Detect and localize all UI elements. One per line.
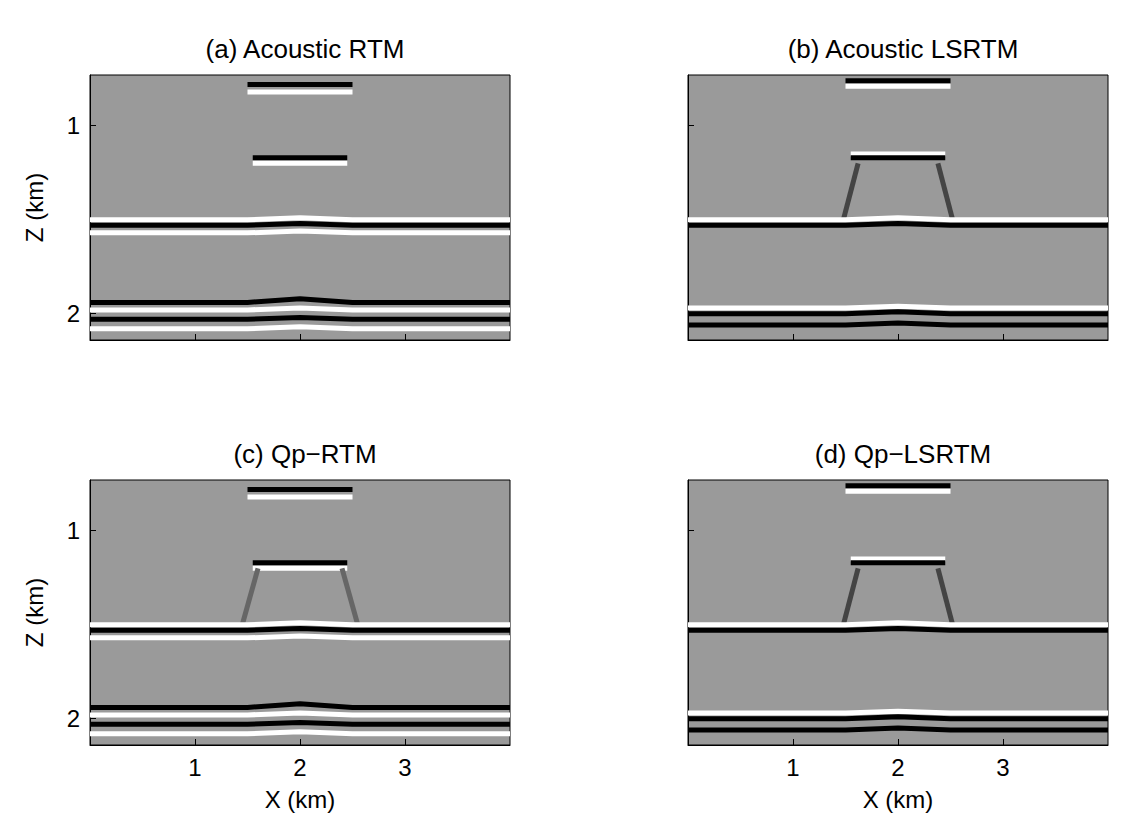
svg-text:1: 1 xyxy=(67,112,80,139)
svg-text:3: 3 xyxy=(398,754,411,781)
svg-text:2: 2 xyxy=(67,300,80,327)
svg-text:(c) Qp−RTM: (c) Qp−RTM xyxy=(233,439,376,469)
svg-text:(d) Qp−LSRTM: (d) Qp−LSRTM xyxy=(815,439,992,469)
svg-text:1: 1 xyxy=(188,754,201,781)
svg-text:Z (km): Z (km) xyxy=(21,173,48,242)
svg-text:2: 2 xyxy=(293,754,306,781)
svg-text:(b) Acoustic LSRTM: (b) Acoustic LSRTM xyxy=(788,34,1019,64)
svg-text:X (km): X (km) xyxy=(265,786,336,813)
svg-text:2: 2 xyxy=(67,705,80,732)
svg-text:1: 1 xyxy=(786,754,799,781)
svg-text:3: 3 xyxy=(996,754,1009,781)
svg-text:2: 2 xyxy=(891,754,904,781)
svg-text:X (km): X (km) xyxy=(863,786,934,813)
svg-text:Z (km): Z (km) xyxy=(21,578,48,647)
svg-text:(a) Acoustic RTM: (a) Acoustic RTM xyxy=(206,34,405,64)
svg-text:1: 1 xyxy=(67,517,80,544)
